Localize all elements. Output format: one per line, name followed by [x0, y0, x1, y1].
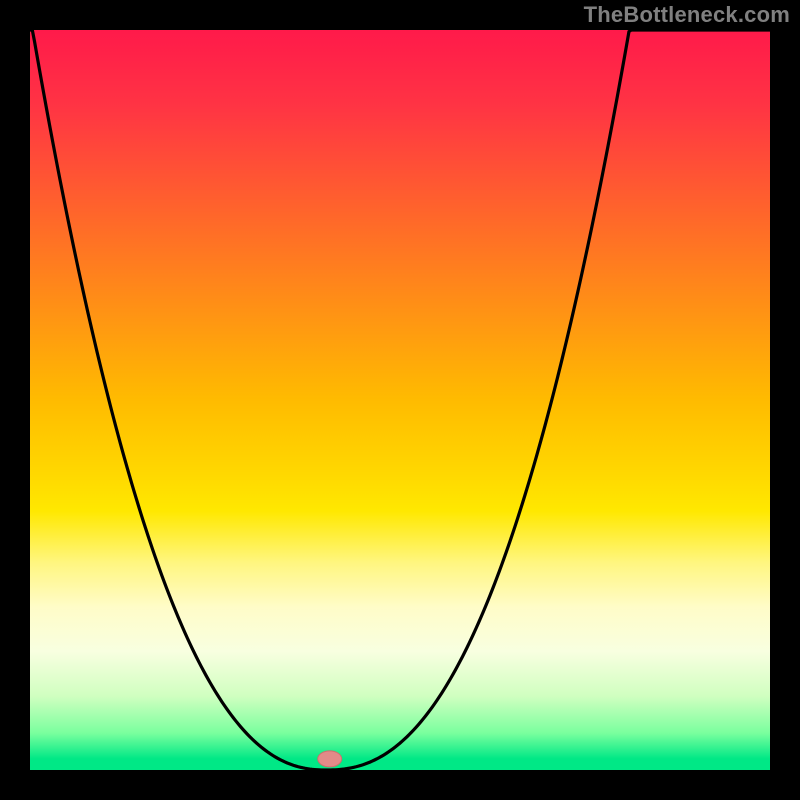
plot-background: [30, 30, 770, 770]
optimum-marker: [318, 751, 342, 767]
watermark-label: TheBottleneck.com: [584, 2, 790, 28]
bottleneck-chart: [0, 0, 800, 800]
chart-container: TheBottleneck.com: [0, 0, 800, 800]
